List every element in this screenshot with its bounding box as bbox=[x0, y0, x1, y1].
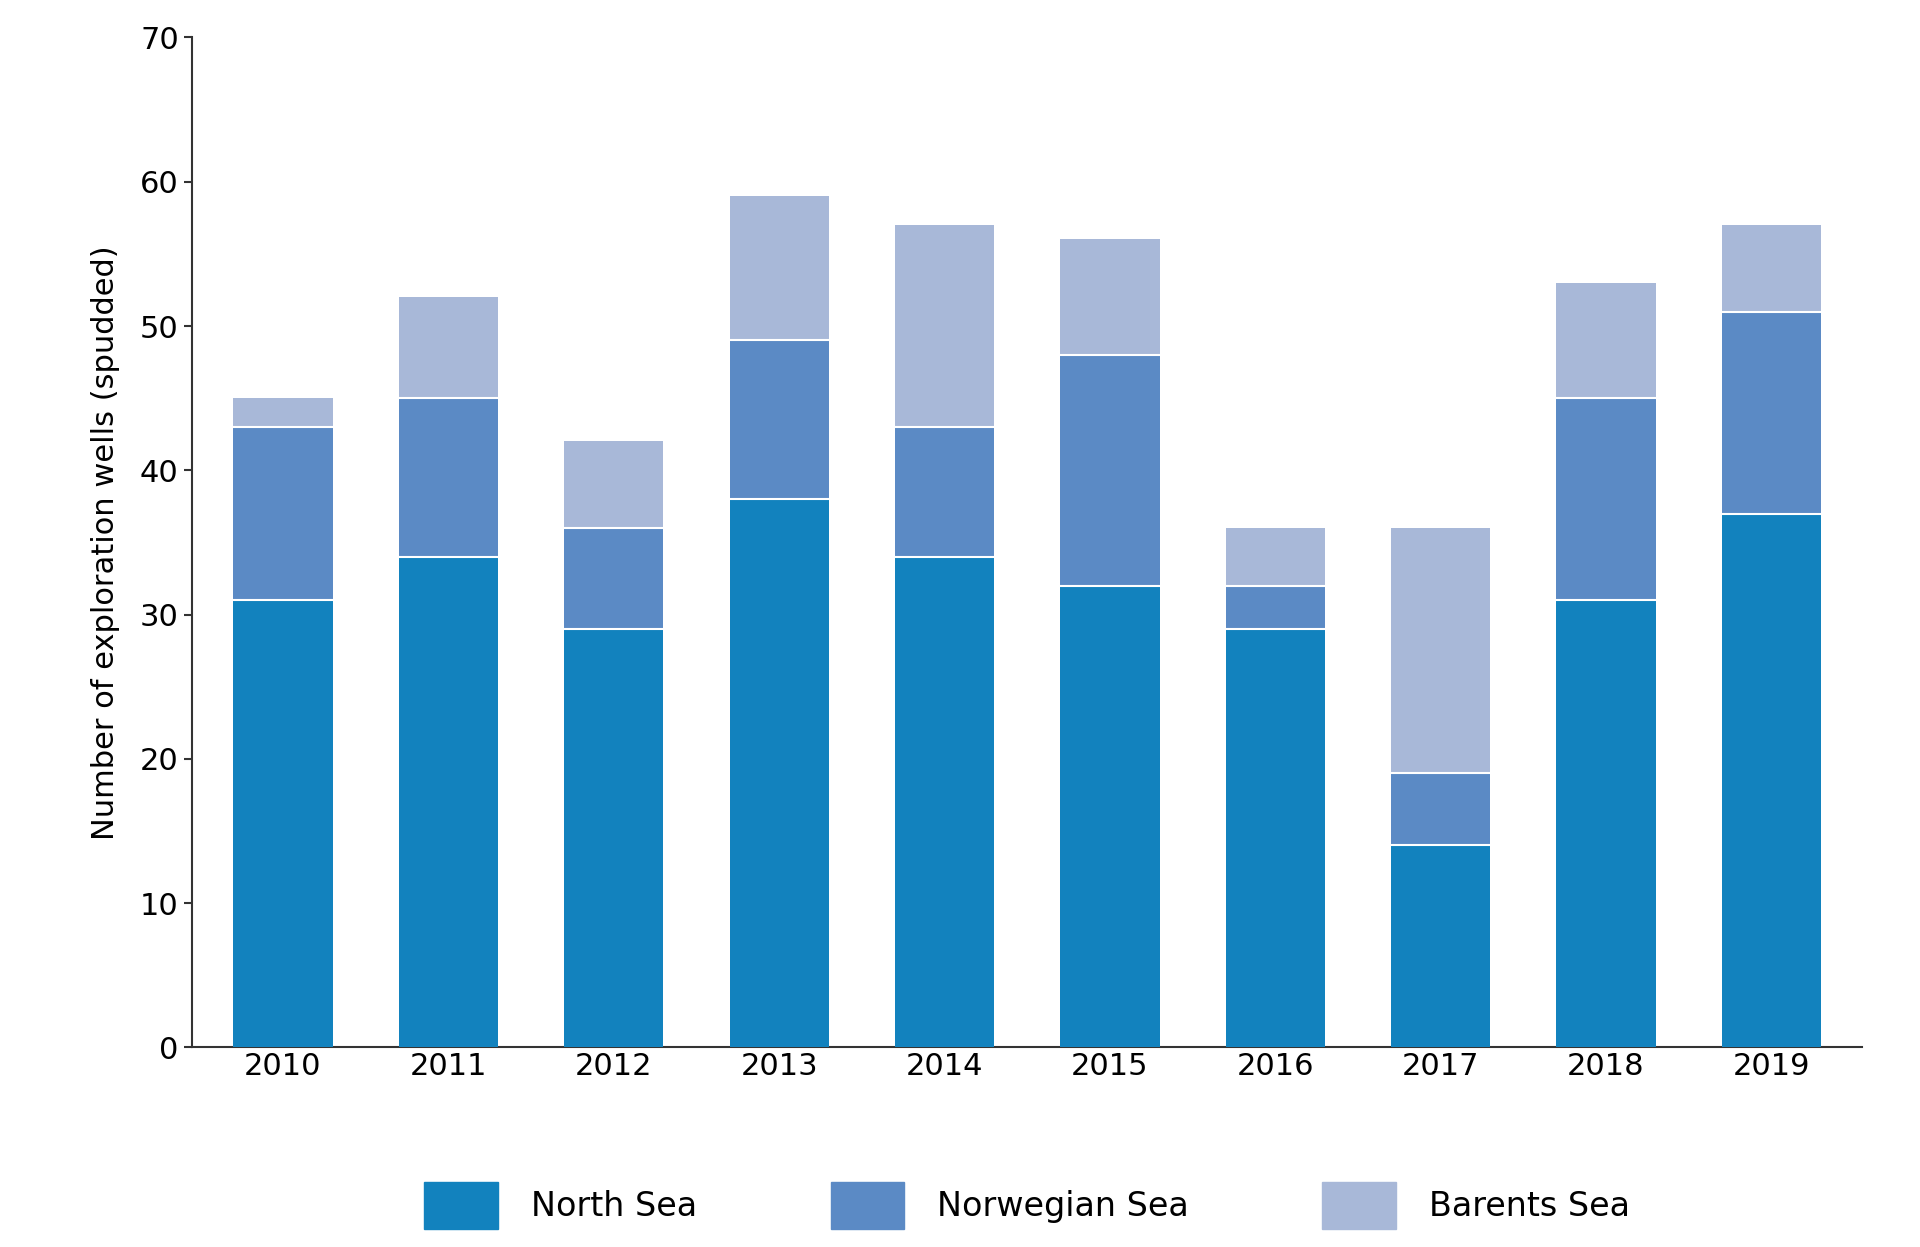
Bar bbox=[399, 398, 497, 557]
Bar bbox=[1225, 586, 1325, 628]
Bar bbox=[895, 426, 995, 557]
Bar bbox=[1392, 773, 1490, 845]
Bar bbox=[1722, 312, 1820, 514]
Y-axis label: Number of exploration wells (spudded): Number of exploration wells (spudded) bbox=[92, 246, 121, 839]
Bar bbox=[564, 527, 662, 628]
Bar bbox=[1392, 527, 1490, 773]
Bar bbox=[1557, 398, 1655, 600]
Bar bbox=[730, 196, 829, 340]
Bar bbox=[1225, 628, 1325, 1047]
Bar bbox=[730, 499, 829, 1047]
Bar bbox=[234, 426, 332, 600]
Bar bbox=[399, 557, 497, 1047]
Bar bbox=[1060, 586, 1160, 1047]
Bar bbox=[564, 441, 662, 527]
Bar bbox=[234, 398, 332, 426]
Bar bbox=[1060, 355, 1160, 586]
Bar bbox=[895, 224, 995, 426]
Bar bbox=[1557, 600, 1655, 1047]
Bar bbox=[730, 340, 829, 499]
Bar bbox=[1392, 845, 1490, 1047]
Legend: North Sea, Norwegian Sea, Barents Sea: North Sea, Norwegian Sea, Barents Sea bbox=[407, 1165, 1647, 1246]
Bar bbox=[1060, 239, 1160, 355]
Bar bbox=[564, 628, 662, 1047]
Bar bbox=[1225, 527, 1325, 586]
Bar bbox=[234, 600, 332, 1047]
Bar bbox=[1722, 514, 1820, 1047]
Bar bbox=[1557, 283, 1655, 398]
Bar bbox=[399, 297, 497, 398]
Bar bbox=[1722, 224, 1820, 312]
Bar bbox=[895, 557, 995, 1047]
